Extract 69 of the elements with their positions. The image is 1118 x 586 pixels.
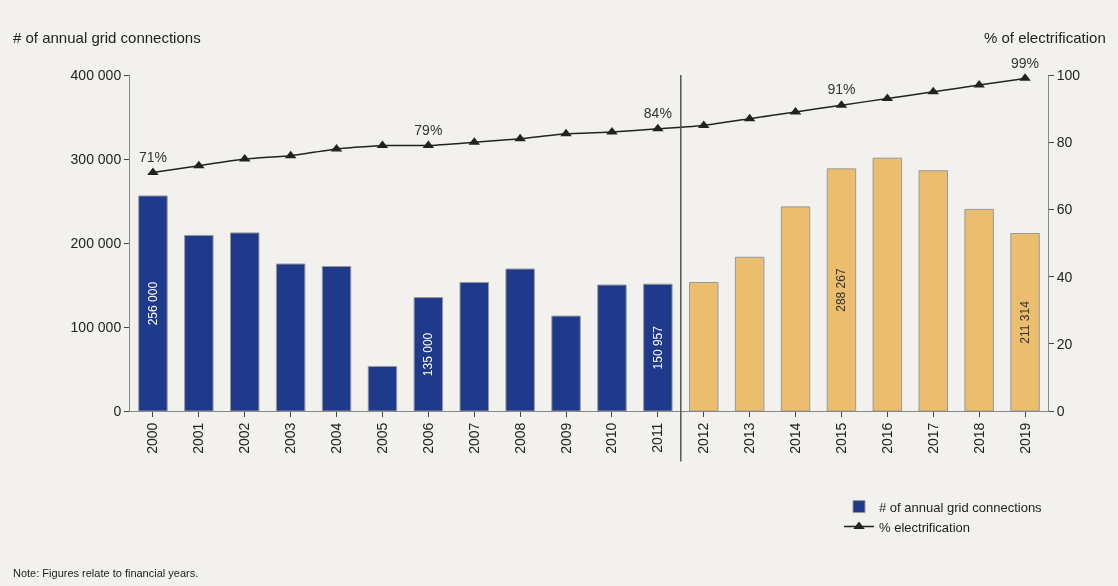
data-label: 288 267: [834, 268, 849, 312]
legend-label: # of annual grid connections: [879, 499, 1043, 515]
x-tick-label: 2015: [833, 422, 849, 454]
bar: [826, 168, 857, 411]
bar: [734, 256, 765, 411]
y2-tick-label: 20: [1056, 335, 1073, 352]
x-tick-label: 2010: [603, 422, 620, 454]
x-tick-label: 2005: [374, 422, 390, 454]
point: [193, 160, 205, 169]
x-tick-label: 2002: [236, 422, 253, 454]
bar: [459, 281, 489, 411]
point: [652, 123, 664, 132]
bar: [230, 232, 260, 411]
x-tick-label: 2009: [557, 422, 574, 454]
x-tick-label: 2007: [465, 422, 482, 454]
y-axis-title: # of annual grid connections: [13, 29, 201, 46]
bar: [321, 266, 352, 411]
x-tick-label: 2013: [741, 422, 758, 454]
x-tick-label: 2017: [924, 422, 941, 454]
data-label: 150 957: [650, 325, 665, 370]
x-tick-label: 2008: [511, 422, 528, 454]
bar: [597, 284, 627, 411]
text: Note: Figures relate to financial years.: [13, 567, 199, 579]
y2-axis-title: % of electrification: [984, 29, 1106, 46]
y-tick-label: 200 000: [70, 234, 122, 251]
legend-label: % electrification: [879, 519, 971, 535]
bar: [918, 170, 948, 411]
bar: [780, 206, 811, 411]
x-tick-label: 2018: [970, 422, 987, 454]
bar: [689, 281, 719, 411]
y-tick-label: 400 000: [70, 66, 122, 83]
x-tick-label: 2012: [695, 422, 712, 454]
data-label: 91%: [827, 81, 856, 98]
y2-tick-label: 100: [1056, 66, 1081, 83]
bar: [1010, 233, 1040, 411]
bar: [872, 157, 903, 411]
bar: [138, 195, 168, 411]
bar: [643, 283, 673, 411]
x-tick-label: 2019: [1016, 422, 1033, 454]
x-tick-label: 2016: [878, 422, 895, 454]
x-tick-label: 2011: [649, 422, 666, 453]
x-tick-label: 2001: [190, 422, 207, 454]
y2-tick-label: 80: [1056, 134, 1073, 151]
bar: [367, 365, 398, 411]
bar: [275, 263, 306, 411]
bar: [184, 234, 214, 411]
x-tick-label: 2014: [787, 422, 804, 454]
data-label: 79%: [414, 121, 443, 138]
y-tick-label: 300 000: [70, 150, 122, 167]
data-label: 211 314: [1018, 300, 1033, 344]
x-tick-label: 2006: [419, 422, 436, 454]
y2-tick-label: 60: [1056, 201, 1073, 218]
y-tick-label: 0: [113, 402, 122, 419]
data-label: 84%: [643, 105, 672, 122]
bar: [551, 315, 581, 411]
y-tick-label: 100 000: [70, 318, 122, 335]
point: [560, 128, 572, 137]
data-label: 256 000: [145, 281, 160, 326]
bar: [505, 268, 535, 411]
bar: [413, 297, 444, 411]
x-tick-label: 2004: [328, 422, 345, 454]
y2-tick-label: 0: [1056, 402, 1065, 419]
y2-tick-label: 40: [1056, 268, 1073, 285]
data-label: 135 000: [421, 332, 436, 377]
x-tick-label: 2000: [144, 422, 161, 454]
bar: [964, 208, 994, 411]
data-label: 71%: [138, 148, 167, 165]
x-tick-label: 2003: [282, 422, 299, 454]
data-label: 99%: [1011, 54, 1040, 71]
